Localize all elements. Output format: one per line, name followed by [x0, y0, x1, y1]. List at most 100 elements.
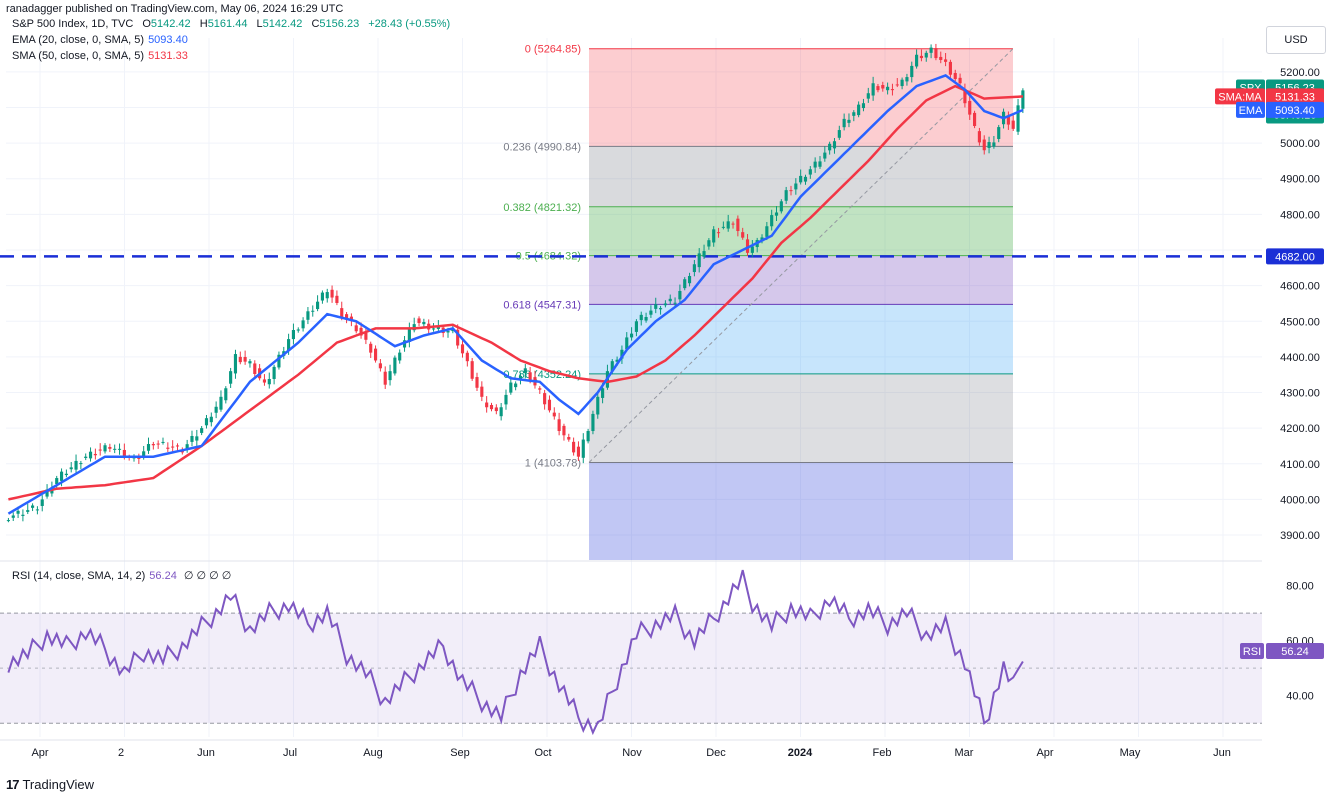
candle-body — [204, 418, 209, 426]
badge-value: 5131.33 — [1275, 91, 1315, 103]
footer-brand: 17 TradingView — [6, 777, 94, 792]
candle-body — [538, 388, 542, 390]
candle-body — [349, 316, 353, 321]
candle-body — [736, 218, 740, 232]
candle-body — [731, 223, 735, 225]
fib-level-label: 0.786 (4352.24) — [503, 369, 581, 381]
price-badges: SPX5156.23+28.84%03:40:16SMA:MA5131.33EM… — [1215, 79, 1324, 659]
candle-body — [610, 361, 614, 372]
candle-body — [934, 48, 938, 59]
candle-body — [446, 331, 450, 333]
x-tick-label: Oct — [534, 747, 551, 759]
candle-body — [716, 232, 721, 234]
y-tick-label: 5000.00 — [1280, 138, 1320, 150]
candle-body — [794, 183, 798, 190]
candle-body — [683, 279, 687, 289]
candle-body — [857, 104, 861, 116]
x-tick-label: Dec — [706, 747, 726, 759]
candle-body — [40, 499, 44, 506]
rsi-badge-box — [1266, 642, 1324, 659]
ema20-line — [7, 73, 1024, 515]
candle-body — [707, 240, 711, 247]
candle-body — [919, 55, 924, 59]
candle-body — [407, 327, 411, 342]
candle-body — [750, 246, 754, 253]
candle-body — [1011, 120, 1015, 129]
candle-body — [30, 505, 35, 508]
candle-body — [953, 72, 957, 79]
candle-body — [55, 478, 59, 485]
fib-level-label: 0.5 (4684.32) — [516, 251, 581, 263]
y-tick-label: 5200.00 — [1280, 67, 1320, 79]
rsi-legend: RSI (14, close, SMA, 14, 2) 56.24 ∅ ∅ ∅ ∅ — [12, 570, 232, 582]
candle-body — [272, 366, 276, 379]
y-tick-label: 4500.00 — [1280, 316, 1320, 328]
candle-body — [557, 419, 561, 432]
candle-body — [939, 56, 943, 60]
candle-body — [523, 368, 527, 374]
candle-body — [789, 190, 793, 192]
candle-body — [233, 354, 238, 374]
x-tick-label: Sep — [450, 747, 470, 759]
candle-body — [93, 453, 97, 456]
candle-body — [11, 515, 15, 518]
rsi-tick-label: 80.00 — [1286, 581, 1314, 593]
candle-body — [504, 394, 508, 405]
publisher-header: ranadagger published on TradingView.com,… — [6, 3, 344, 15]
candle-body — [601, 388, 605, 398]
x-tick-label: Nov — [622, 747, 642, 759]
candle-body — [277, 354, 281, 368]
candle-body — [972, 112, 977, 127]
badge-tag — [1236, 101, 1265, 118]
x-tick-label: Jun — [197, 747, 215, 759]
candle-body — [823, 152, 827, 159]
candle-body — [175, 445, 180, 447]
candle-body — [219, 396, 223, 410]
candle-body — [803, 176, 808, 182]
candle-body — [200, 428, 204, 433]
ema-legend: EMA (20, close, 0, SMA, 5) 5093.40 — [12, 34, 188, 46]
candle-body — [151, 444, 155, 446]
badge-tag-label: EMA — [1239, 105, 1264, 117]
fib-extension-zone — [589, 462, 1013, 560]
candle-body — [431, 328, 436, 330]
candle-body — [837, 130, 841, 138]
candle-body — [229, 371, 233, 384]
x-tick-label: 2 — [118, 747, 124, 759]
candle-body — [1006, 115, 1010, 125]
candle-body — [552, 412, 556, 417]
candle-body — [475, 377, 479, 388]
ohlc-high: H5161.44 — [199, 18, 248, 30]
candle-body — [59, 471, 64, 481]
candle-body — [572, 441, 576, 453]
candle-body — [745, 239, 750, 253]
candle-body — [567, 437, 571, 440]
candle-body — [98, 449, 102, 451]
candle-body — [320, 292, 324, 301]
x-tick-label: Feb — [873, 747, 892, 759]
candle-body — [808, 169, 812, 175]
badge-value-box — [1266, 101, 1324, 118]
candle-body — [398, 352, 402, 361]
candle-body — [1016, 105, 1020, 132]
currency-button[interactable]: USD — [1266, 26, 1326, 54]
candle-body — [968, 100, 972, 115]
candle-body — [528, 372, 532, 382]
rsi-pane — [0, 569, 1262, 736]
candle-body — [1021, 90, 1025, 109]
candle-body — [291, 329, 296, 340]
candle-body — [915, 54, 919, 67]
candle-body — [673, 302, 677, 304]
candle-body — [779, 201, 783, 212]
badge-tag-label: SMA:MA — [1218, 91, 1262, 103]
candle-body — [832, 141, 837, 149]
candle-body — [316, 301, 320, 310]
candle-body — [6, 520, 10, 522]
candle-body — [948, 61, 952, 75]
rsi-tick-label: 40.00 — [1286, 691, 1314, 703]
candle-body — [383, 371, 387, 385]
candle-body — [886, 86, 890, 91]
y-tick-label: 3900.00 — [1280, 530, 1320, 542]
badge-tag — [1215, 88, 1265, 105]
candle-body — [311, 310, 315, 312]
